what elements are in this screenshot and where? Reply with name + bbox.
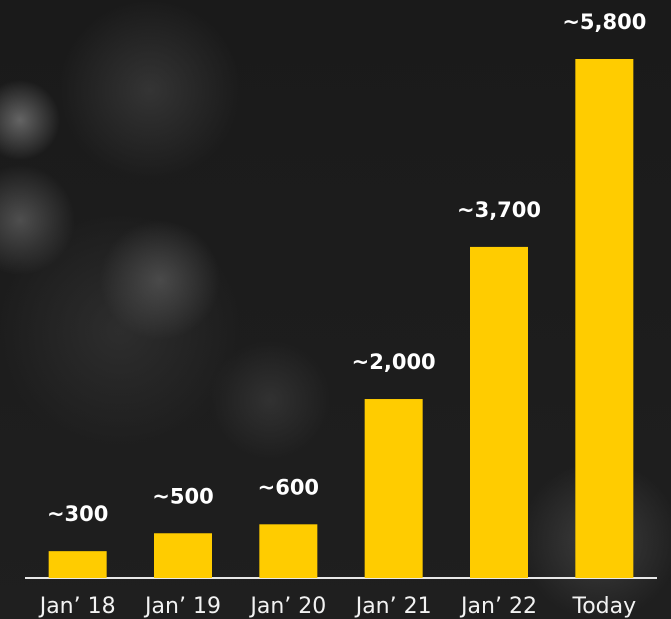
x-tick-label: Today — [572, 594, 637, 619]
bar — [259, 524, 317, 578]
x-tick-label: Jan’ 22 — [459, 594, 537, 619]
chart-background: ~300 Jan’ 18 ~500 Jan’ 19 ~600 Jan’ 20 ~2,000 J… — [0, 0, 671, 619]
x-tick-label: Jan’ 21 — [354, 594, 432, 619]
value-label: ~3,700 — [457, 198, 541, 222]
value-label: ~500 — [152, 484, 213, 508]
bar — [154, 533, 212, 578]
value-label: ~2,000 — [352, 350, 436, 374]
x-tick-label: Jan’ 20 — [248, 594, 326, 619]
value-label: ~300 — [47, 502, 108, 526]
x-tick-label: Jan’ 19 — [143, 594, 221, 619]
value-label: ~600 — [258, 475, 319, 499]
bar — [470, 247, 528, 578]
bar — [575, 59, 633, 578]
value-label: ~5,800 — [562, 10, 646, 34]
bar — [49, 551, 107, 578]
bar — [365, 399, 423, 578]
chart: ~300 Jan’ 18 ~500 Jan’ 19 ~600 Jan’ 20 ~2,000 J… — [0, 0, 671, 619]
x-tick-label: Jan’ 18 — [38, 594, 116, 619]
